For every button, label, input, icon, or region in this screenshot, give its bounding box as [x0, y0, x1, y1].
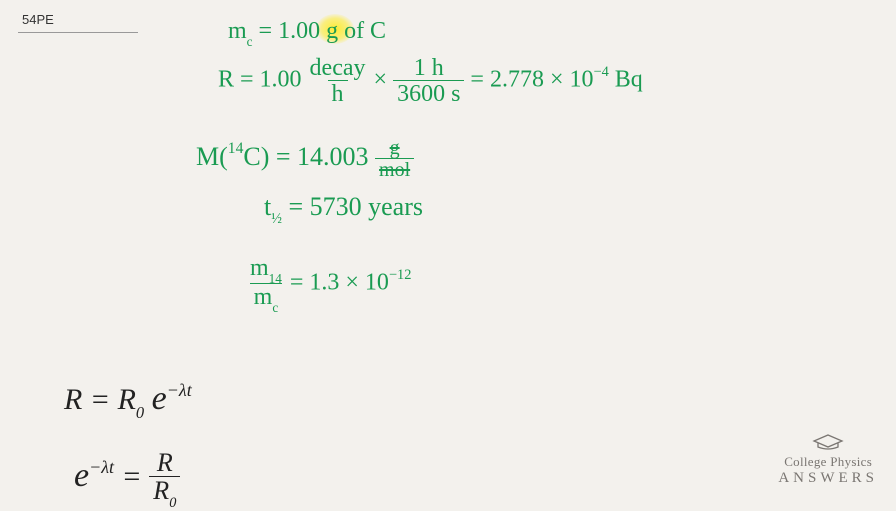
eq-decay-law: R = R0 e−λt	[64, 380, 192, 421]
eq-molar-mass: M(14C) = 14.003 g mol	[196, 138, 414, 180]
eq-exp-ratio: e−λt = R R0	[74, 450, 180, 508]
exp: −4	[593, 64, 608, 80]
R: R	[153, 476, 169, 505]
unit-bq: Bq	[609, 67, 643, 93]
eq-mass-carbon: mc = 1.00 g of C	[228, 18, 386, 48]
den: mol	[375, 158, 414, 180]
subc: c	[272, 300, 278, 315]
var-m: m	[228, 18, 247, 44]
sub-half: ½	[271, 211, 282, 227]
eq-rate: R = 1.00 decay h × 1 h 3600 s = 2.778 × …	[218, 56, 643, 106]
text-rest: = 5730 years	[288, 192, 423, 221]
e: e	[152, 380, 167, 417]
num: m14	[248, 256, 284, 283]
den: h	[328, 80, 348, 106]
eq-half-life: t½ = 5730 years	[264, 192, 423, 226]
text-R: R = R	[64, 383, 136, 416]
sup-14: 14	[228, 140, 244, 157]
exp: −λt	[167, 380, 192, 400]
frac-m14-mc: m14 mc	[248, 256, 284, 312]
den: mc	[250, 283, 283, 312]
sub0: 0	[136, 403, 144, 422]
frac-R-R0: R R0	[149, 450, 180, 508]
exp: −λt	[89, 457, 114, 477]
sub0: 0	[169, 495, 176, 511]
logo-text-2: ANSWERS	[778, 470, 878, 487]
problem-number-label: 54PE	[22, 12, 54, 27]
frac-1h-3600s: 1 h 3600 s	[393, 56, 464, 106]
unit-g-mol-struck: g mol	[375, 138, 414, 180]
m: m	[254, 284, 273, 310]
label-underline	[18, 32, 138, 33]
text-R: R = 1.00	[218, 67, 308, 93]
text-rest: = 1.00 g of C	[259, 18, 387, 44]
den: R0	[149, 476, 180, 508]
num: decay	[308, 56, 368, 80]
den: 3600 s	[393, 80, 464, 106]
equals: =	[122, 460, 150, 493]
exp: −12	[389, 267, 412, 283]
text-C: C) = 14.003	[243, 142, 375, 171]
frac-decay-h: decay h	[308, 56, 368, 106]
num: 1 h	[412, 56, 446, 80]
equals-value: = 2.778 × 10	[470, 67, 593, 93]
num: R	[155, 450, 175, 476]
sub14: 14	[269, 271, 282, 286]
times: ×	[374, 67, 394, 93]
logo-text-1: College Physics	[778, 454, 878, 470]
eq-mass-ratio: m14 mc = 1.3 × 10−12	[248, 256, 411, 312]
graduation-cap-icon	[812, 433, 844, 451]
num: g	[388, 138, 402, 158]
e: e	[74, 457, 89, 494]
brand-logo: College Physics ANSWERS	[778, 433, 878, 487]
sub-c: c	[247, 34, 253, 49]
text-M: M(	[196, 142, 228, 171]
m: m	[250, 255, 269, 281]
equals-value: = 1.3 × 10	[290, 270, 389, 296]
